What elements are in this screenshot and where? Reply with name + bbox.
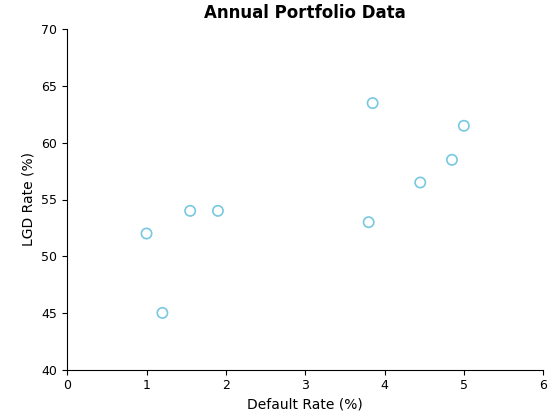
Point <box>368 100 377 106</box>
Point <box>142 230 151 237</box>
Title: Annual Portfolio Data: Annual Portfolio Data <box>204 4 406 22</box>
Point <box>186 207 195 214</box>
Y-axis label: LGD Rate (%): LGD Rate (%) <box>22 152 36 247</box>
Point <box>364 219 373 226</box>
Point <box>447 156 456 163</box>
X-axis label: Default Rate (%): Default Rate (%) <box>248 398 363 412</box>
Point <box>459 122 468 129</box>
Point <box>416 179 424 186</box>
Point <box>158 310 167 316</box>
Point <box>213 207 222 214</box>
